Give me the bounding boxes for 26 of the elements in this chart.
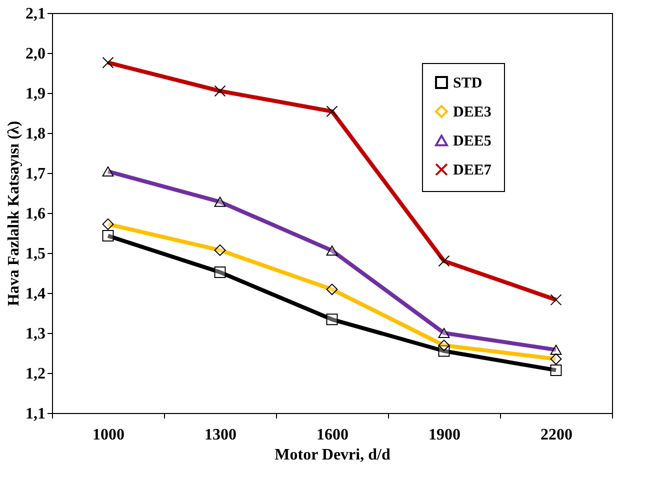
y-tick-label: 1,3 bbox=[26, 326, 46, 342]
y-tick-label: 1,9 bbox=[26, 86, 46, 102]
legend-label: DEE3 bbox=[453, 104, 492, 120]
x-tick-label: 2200 bbox=[540, 426, 572, 444]
legend-label: DEE5 bbox=[453, 134, 492, 150]
y-tick-label: 1,5 bbox=[26, 246, 46, 262]
y-tick-label: 2,1 bbox=[26, 6, 46, 22]
y-axis-title: Hava Fazlalık Katsayısı (λ) bbox=[6, 120, 22, 306]
point bbox=[102, 230, 114, 242]
y-tick-label: 1,8 bbox=[26, 126, 46, 142]
point bbox=[214, 266, 226, 278]
y-tick-label: 1,1 bbox=[26, 406, 46, 422]
y-tick-label: 1,6 bbox=[26, 206, 46, 222]
x-tick-label: 1600 bbox=[316, 426, 348, 444]
x-tick-label: 1000 bbox=[92, 426, 124, 444]
legend-label: STD bbox=[453, 76, 482, 92]
y-tick-label: 2,0 bbox=[26, 46, 46, 62]
y-tick-label: 1,4 bbox=[26, 286, 46, 302]
legend-label: DEE7 bbox=[453, 162, 492, 178]
y-tick-label: 1,2 bbox=[26, 366, 46, 382]
x-axis-title: Motor Devri, d/d bbox=[274, 446, 390, 464]
point bbox=[550, 364, 562, 376]
y-tick-label: 1,7 bbox=[26, 166, 46, 182]
point bbox=[326, 314, 338, 326]
x-tick-label: 1900 bbox=[428, 426, 460, 444]
x-tick-label: 1300 bbox=[204, 426, 236, 444]
